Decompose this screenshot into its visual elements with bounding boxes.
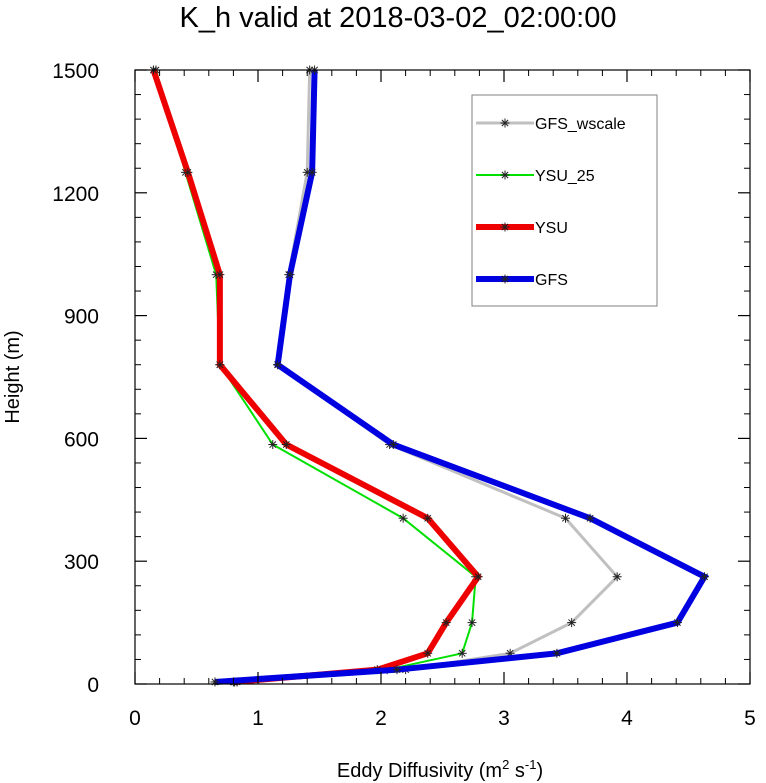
x-tick-label: 3 xyxy=(498,707,510,730)
data-point-marker xyxy=(672,618,682,628)
x-tick-label: 4 xyxy=(621,707,633,730)
data-point-marker xyxy=(423,513,433,523)
data-point-marker xyxy=(561,513,570,523)
data-point-marker xyxy=(457,648,467,658)
data-point-marker xyxy=(268,440,278,450)
legend-entry: GFS xyxy=(476,272,568,289)
data-point-marker xyxy=(215,270,225,280)
series-line xyxy=(154,69,477,683)
data-point-marker xyxy=(473,572,483,582)
x-axis-label-sup1: 2 xyxy=(502,757,509,772)
series-line xyxy=(150,69,482,685)
legend-label: YSU xyxy=(535,220,568,237)
data-point-marker xyxy=(307,167,317,177)
data-point-marker xyxy=(183,167,193,177)
legend-entry: YSU_25 xyxy=(476,168,595,185)
y-tick-label: 1200 xyxy=(52,183,99,206)
chart-title: K_h valid at 2018-03-02_02:00:00 xyxy=(180,2,617,34)
legend-label: GFS xyxy=(535,272,568,289)
data-point-marker xyxy=(500,170,510,180)
y-tick-label: 0 xyxy=(87,674,99,697)
data-point-marker xyxy=(585,513,595,523)
data-point-marker xyxy=(423,648,433,658)
data-point-marker xyxy=(281,440,291,450)
data-point-marker xyxy=(392,665,402,675)
legend-box xyxy=(471,94,658,307)
y-tick-label: 300 xyxy=(64,551,99,574)
x-axis-label-prefix: Eddy Diffusivity (m xyxy=(337,760,502,782)
legend: GFS_wscale YSU_25 YSU GFS xyxy=(471,94,658,307)
series-ysu xyxy=(148,65,483,687)
x-axis-label-suffix: ) xyxy=(536,760,543,782)
axis-ticks: 0 1 2 3 4 5 0 300 600 900 1200 1500 xyxy=(52,60,756,730)
data-point-marker xyxy=(215,360,225,370)
data-point-marker xyxy=(467,618,477,628)
legend-label: YSU_25 xyxy=(535,168,595,185)
series-layer xyxy=(148,65,709,687)
data-point-marker xyxy=(500,274,510,284)
y-tick-label: 900 xyxy=(64,306,99,329)
data-point-marker xyxy=(552,648,562,658)
plot-frame xyxy=(134,69,751,685)
y-tick-label: 600 xyxy=(64,428,99,451)
x-tick-label: 0 xyxy=(129,707,141,730)
data-point-marker xyxy=(398,513,408,523)
data-point-marker xyxy=(699,572,709,582)
x-tick-label: 2 xyxy=(375,707,387,730)
x-axis-label-mid: s xyxy=(509,760,525,782)
data-point-marker xyxy=(500,222,510,232)
x-tick-label: 5 xyxy=(744,707,756,730)
data-point-marker xyxy=(500,118,510,128)
series-ysu-25 xyxy=(151,65,481,687)
x-axis-label: Eddy Diffusivity (m2 s-1) xyxy=(337,757,543,782)
y-axis-label: Height (m) xyxy=(2,330,24,423)
x-tick-label: 1 xyxy=(252,707,264,730)
data-point-marker xyxy=(612,572,622,582)
data-point-marker xyxy=(388,440,398,450)
y-tick-label: 1500 xyxy=(52,60,99,83)
x-axis-label-sup2: -1 xyxy=(525,757,537,772)
series-gfs xyxy=(210,65,709,687)
legend-entry: GFS_wscale xyxy=(476,116,626,133)
legend-entry: YSU xyxy=(476,220,568,237)
data-point-marker xyxy=(285,270,295,280)
data-point-marker xyxy=(273,360,283,370)
data-point-marker xyxy=(441,618,451,628)
data-point-marker xyxy=(567,618,577,628)
legend-label: GFS_wscale xyxy=(535,116,626,133)
